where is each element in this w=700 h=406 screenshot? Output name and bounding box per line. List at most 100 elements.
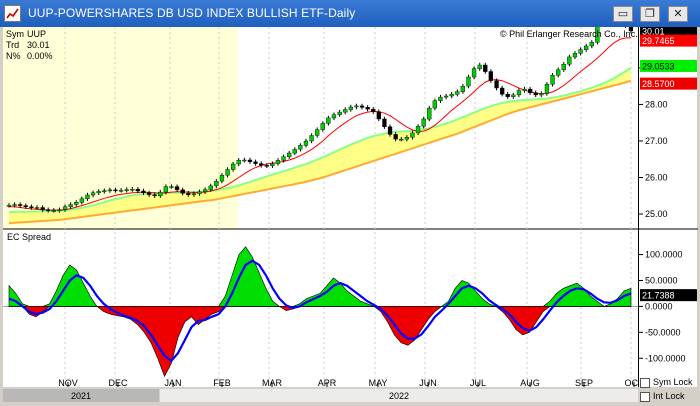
price-axis-area: 29.0028.0027.0026.0025.0030.0129.746529.… [638, 27, 698, 387]
month-tick-label: AUG [520, 378, 540, 387]
trd-label: Trd [6, 40, 20, 50]
sym-value: UUP [27, 29, 47, 39]
month-tick-label: DEC [108, 378, 128, 387]
down-candle [371, 108, 376, 112]
up-candle [595, 27, 600, 43]
up-candle [343, 109, 348, 113]
down-candle [146, 192, 152, 195]
down-candle [46, 209, 51, 211]
down-candle [393, 134, 398, 140]
up-candle [471, 68, 477, 78]
chart-app-icon[interactable] [4, 5, 21, 22]
up-candle [287, 152, 292, 157]
up-candle [292, 149, 297, 154]
up-candle [460, 86, 465, 92]
time-axis-svg: 2021 2022 [3, 389, 638, 402]
month-tick-label: FEB [213, 378, 231, 387]
month-tick-label: NOV [58, 378, 78, 387]
down-candle [359, 105, 365, 108]
down-candle [23, 205, 28, 207]
up-candle [275, 160, 281, 164]
red-band-value-tag-bg [640, 77, 697, 90]
up-candle [219, 175, 225, 182]
spread-positive-area [8, 246, 632, 307]
price-tick-label: 28.00 [645, 99, 668, 109]
up-candle [197, 191, 202, 194]
spread-tick-label: 100.0000 [645, 250, 683, 260]
int-lock-checkbox[interactable] [640, 392, 650, 402]
up-candle [348, 106, 353, 110]
copyright-notice: © Phil Erlanger Research Co., Inc. [500, 29, 638, 39]
up-candle [62, 206, 68, 210]
month-tick-label: OCT [625, 378, 639, 387]
month-tick-label: JUN [419, 378, 437, 387]
up-candle [281, 156, 286, 161]
red-ma-value-tag-bg [640, 34, 697, 47]
month-tick-label: MAR [262, 378, 283, 387]
up-candle [522, 88, 527, 91]
up-candle [202, 189, 208, 193]
up-candle [124, 189, 129, 191]
up-candle [556, 69, 561, 76]
down-candle [186, 192, 191, 195]
down-candle [113, 189, 118, 192]
up-candle [158, 191, 163, 197]
up-candle [163, 186, 168, 193]
up-candle [455, 91, 460, 95]
up-candle [208, 185, 213, 190]
sym-lock-checkbox[interactable] [640, 378, 650, 388]
up-candle [298, 145, 303, 150]
up-candle [415, 126, 421, 134]
up-candle [57, 209, 62, 211]
month-tick-label: JUL [470, 378, 486, 387]
up-candle [169, 186, 174, 188]
down-candle [174, 186, 180, 191]
up-candle [6, 205, 12, 207]
down-candle [17, 204, 23, 206]
up-candle [572, 53, 578, 58]
lower-pane-title: EC Spread [7, 232, 52, 242]
up-candle [331, 114, 337, 119]
up-candle [477, 64, 482, 69]
down-candle [528, 88, 533, 93]
title-bar: UUP-POWERSHARES DB USD INDEX BULLISH ETF… [0, 0, 700, 27]
month-tick-label: MAY [369, 378, 388, 387]
restore-button[interactable]: ❐ [640, 6, 660, 22]
up-candle [326, 117, 331, 124]
close-button[interactable]: ✕ [668, 6, 688, 22]
up-candle [230, 163, 236, 170]
green-band-line [8, 67, 632, 214]
down-candle [29, 206, 34, 208]
minimize-button[interactable]: ▭ [613, 6, 633, 22]
month-tick-label: SEP [575, 378, 593, 387]
down-candle [365, 107, 370, 110]
up-candle [107, 189, 113, 192]
down-candle [135, 188, 140, 192]
up-candle [511, 94, 516, 97]
down-candle [628, 27, 634, 32]
up-candle [68, 204, 73, 207]
down-candle [488, 71, 493, 81]
year-2021-box [3, 389, 159, 402]
down-candle [40, 207, 45, 210]
npct-label: N% [6, 51, 21, 61]
up-candle [567, 56, 572, 65]
down-candle [533, 92, 538, 96]
up-candle [561, 64, 566, 70]
chart-plot-area[interactable]: NOV DEC JAN FEB MAR APR MAY JUN JUL AUG SEP OCT [3, 27, 638, 387]
spread-tick-label: 0.0000 [645, 301, 673, 311]
year-2022-label: 2022 [389, 391, 409, 401]
axis-svg: 29.0028.0027.0026.0025.0030.0129.746529.… [639, 27, 698, 363]
up-candle [85, 194, 90, 199]
orange-band-line [8, 79, 632, 225]
spread-signal-line [8, 259, 632, 363]
down-candle [259, 163, 264, 166]
chart-icon-glyph [6, 8, 19, 19]
up-candle [242, 159, 247, 162]
up-candle [303, 140, 309, 146]
up-candle [421, 118, 426, 127]
up-candle [432, 100, 437, 109]
close-value-tag: 30.01 [642, 27, 665, 36]
up-candle [102, 190, 107, 192]
